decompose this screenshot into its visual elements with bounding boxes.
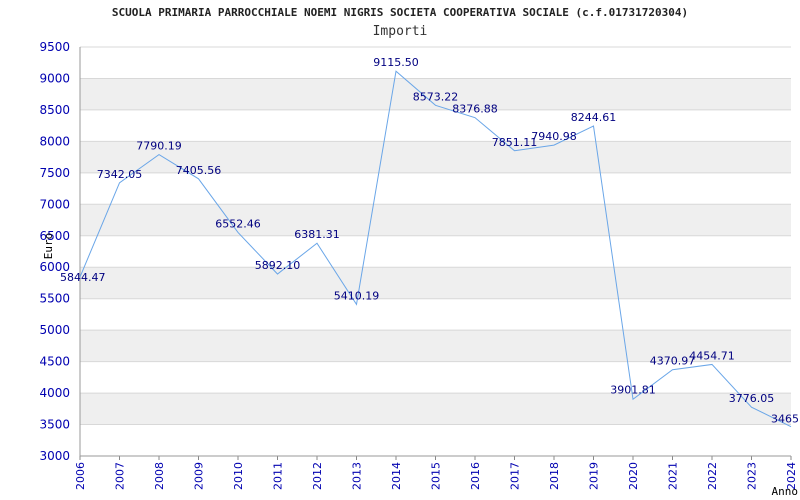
y-tick-label: 9500 — [39, 40, 70, 54]
grid-band — [80, 267, 791, 299]
x-tick-label: 2022 — [706, 462, 719, 490]
y-tick-label: 5000 — [39, 323, 70, 337]
series-line — [79, 70, 792, 428]
y-tick-label: 4000 — [39, 386, 70, 400]
x-tick-label: 2018 — [548, 462, 561, 490]
y-tick-label: 8500 — [39, 103, 70, 117]
x-axis-label: Anno — [772, 485, 799, 498]
x-tick-label: 2009 — [193, 462, 206, 490]
data-label: 7342.05 — [97, 168, 143, 181]
y-tick-label: 9000 — [39, 71, 70, 85]
data-label: 7405.56 — [176, 164, 222, 177]
data-label: 5892.10 — [255, 259, 301, 272]
x-tick-label: 2019 — [588, 462, 601, 490]
y-tick-label: 6000 — [39, 260, 70, 274]
y-tick-label: 5500 — [39, 292, 70, 306]
x-tick-label: 2014 — [390, 462, 403, 490]
data-label: 8376.88 — [452, 103, 498, 116]
data-label: 7940.98 — [531, 130, 577, 143]
data-label: 5410.19 — [334, 289, 380, 302]
y-axis-ticks: 3000 3500 4000 4500 5000 5500 6000 6500 7000 7500… — [39, 40, 70, 463]
data-label: 4370.97 — [650, 355, 696, 368]
y-tick-label: 7500 — [39, 166, 70, 180]
x-axis-ticks: 2006 2007 2008 2009 2010 2011 2012 2013 2014 2015… — [74, 456, 798, 490]
grid-band — [80, 204, 791, 236]
grid-bands — [80, 78, 791, 425]
y-tick-label: 3000 — [39, 449, 70, 463]
data-label: 3465.3 — [771, 413, 800, 426]
grid-band — [80, 393, 791, 425]
x-tick-label: 2012 — [311, 462, 324, 490]
data-label: 7790.19 — [136, 140, 182, 153]
x-tick-label: 2006 — [74, 462, 87, 490]
x-tick-label: 2013 — [351, 462, 364, 490]
y-tick-label: 4500 — [39, 355, 70, 369]
y-tick-label: 3500 — [39, 418, 70, 432]
data-label: 8244.61 — [571, 111, 617, 124]
data-label: 3901.81 — [610, 383, 656, 396]
x-tick-label: 2024 — [785, 462, 798, 490]
x-tick-label: 2011 — [272, 462, 285, 490]
data-labels: 5844.47 7342.05 7790.19 7405.56 6552.46 5892.… — [60, 56, 800, 426]
x-tick-label: 2023 — [746, 462, 759, 490]
chart-title: SCUOLA PRIMARIA PARROCCHIALE NOEMI NIGRI… — [111, 6, 689, 19]
y-tick-label: 6500 — [39, 229, 70, 243]
y-tick-label: 7000 — [39, 197, 70, 211]
data-label: 3776.05 — [729, 392, 775, 405]
x-tick-label: 2020 — [627, 462, 640, 490]
x-tick-label: 2010 — [232, 462, 245, 490]
data-label: 6552.46 — [215, 217, 261, 230]
data-label: 8573.22 — [413, 90, 459, 103]
x-tick-label: 2007 — [114, 462, 127, 490]
data-label: 5844.47 — [60, 271, 106, 284]
x-tick-label: 2008 — [153, 462, 166, 490]
grid-band — [80, 141, 791, 173]
x-tick-label: 2015 — [430, 462, 443, 490]
y-axis-label: Euro — [42, 233, 55, 260]
grid-band — [80, 330, 791, 362]
x-tick-label: 2021 — [667, 462, 680, 490]
data-label: 4454.71 — [689, 349, 735, 362]
x-tick-label: 2016 — [469, 462, 482, 490]
x-tick-label: 2017 — [509, 462, 522, 490]
data-label: 9115.50 — [373, 56, 419, 69]
y-tick-label: 8000 — [39, 134, 70, 148]
data-label: 6381.31 — [294, 228, 340, 241]
data-label: 7851.11 — [492, 136, 538, 149]
chart-subtitle: Importi — [372, 24, 428, 39]
